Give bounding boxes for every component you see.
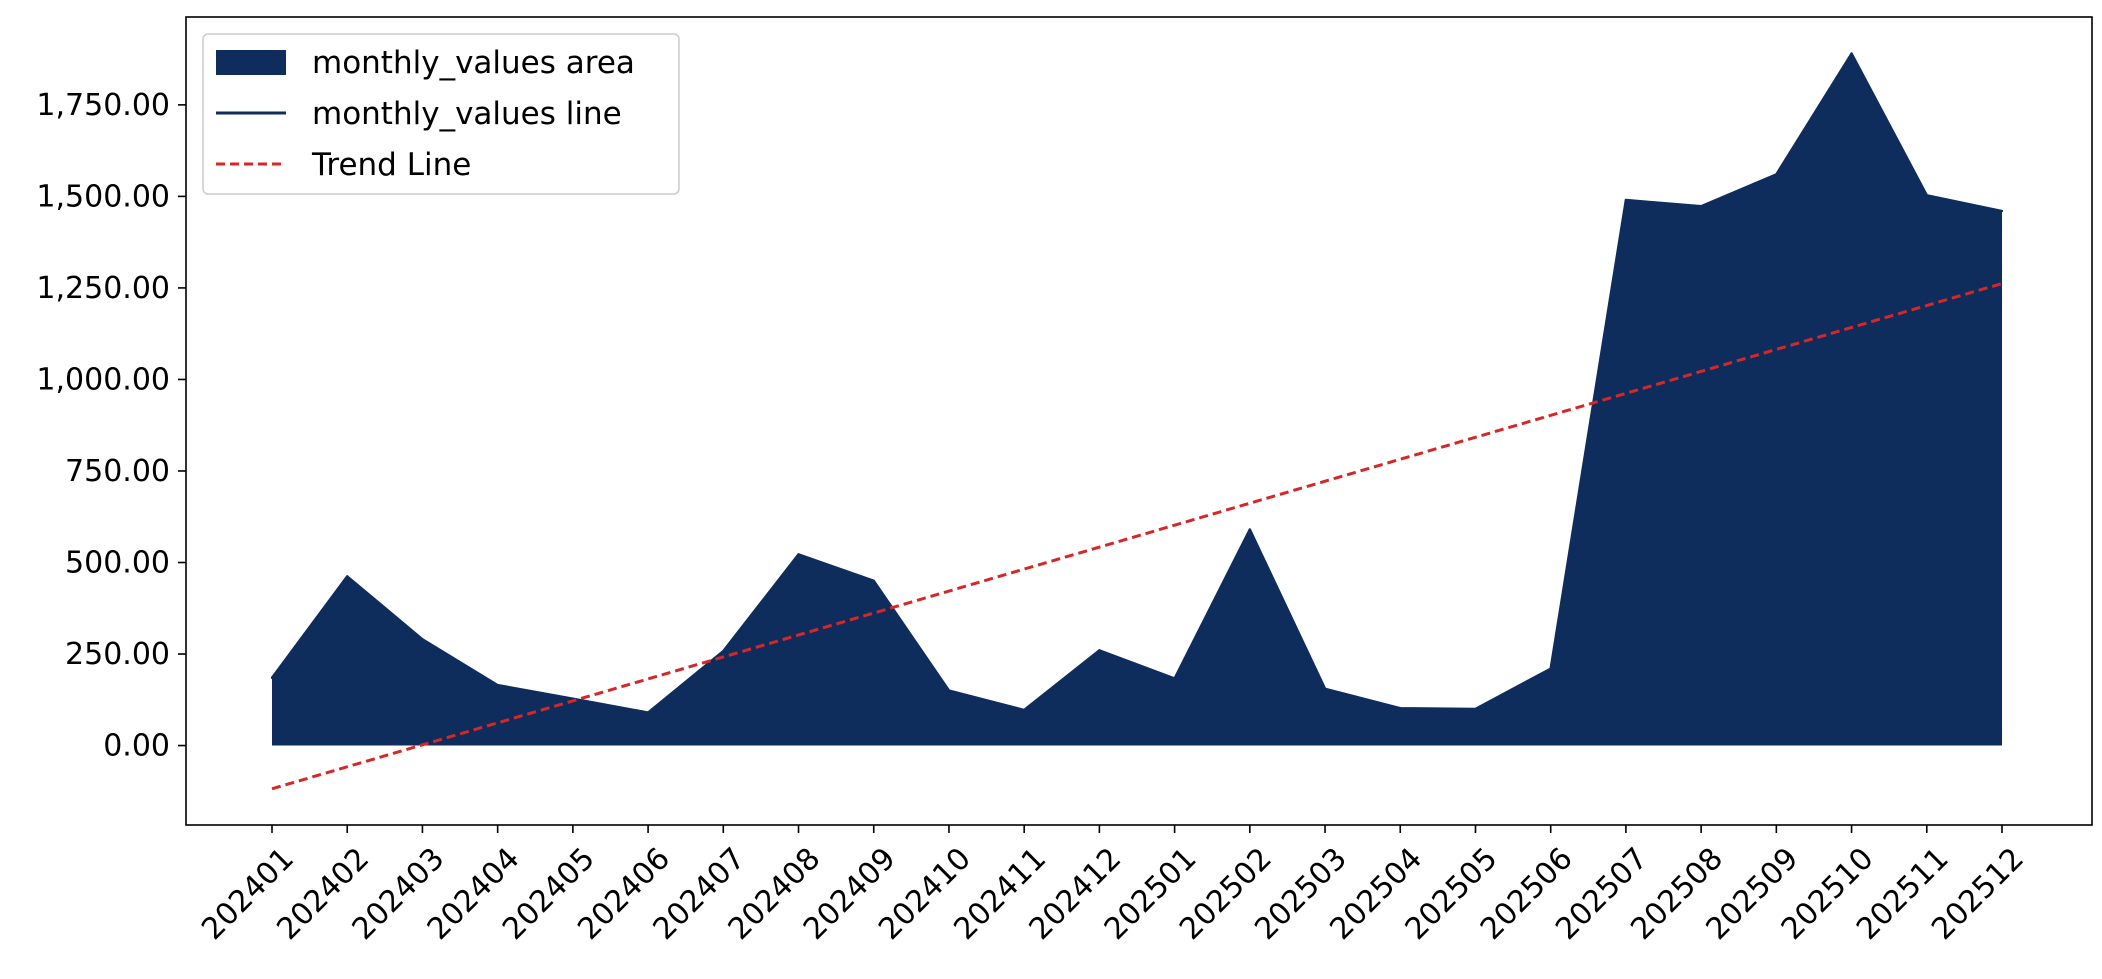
data-point-202411: [1022, 708, 1026, 712]
data-point-202409: [872, 579, 875, 583]
data-point-202501: [1173, 677, 1176, 680]
legend-swatch-area: [216, 50, 286, 75]
data-point-202406: [646, 711, 650, 714]
y-tick-label: 1,250.00: [36, 271, 170, 306]
data-point-202509: [1775, 173, 1778, 176]
y-tick-label: 1,750.00: [36, 88, 170, 123]
y-tick-label: 0.00: [103, 729, 170, 764]
data-point-202410: [947, 689, 951, 692]
data-point-202506: [1549, 667, 1552, 670]
data-point-202508: [1699, 205, 1703, 208]
data-point-202412: [1098, 649, 1101, 652]
legend-box: [202, 33, 680, 195]
legend: monthly_values area monthly_values line Tr…: [202, 33, 680, 195]
data-point-202401: [270, 676, 274, 680]
data-point-202408: [797, 553, 800, 556]
trend-line: [271, 282, 2003, 791]
data-point-202407: [722, 649, 725, 653]
y-tick-label: 500.00: [65, 546, 170, 581]
data-point-202505: [1474, 707, 1477, 711]
data-point-202512: [2000, 209, 2004, 213]
data-point-202504: [1399, 707, 1402, 710]
x-axis: 2024012024022024032024042024052024062024…: [195, 825, 2031, 947]
data-point-202403: [421, 638, 424, 641]
data-point-202511: [1925, 194, 1928, 197]
data-point-202510: [1850, 52, 1853, 55]
legend-label: monthly_values line: [312, 96, 622, 132]
y-tick-label: 1,500.00: [36, 179, 170, 214]
area-fill-monthly-values: [272, 53, 2002, 746]
plot-frame: [185, 16, 2093, 826]
data-point-202502: [1248, 528, 1252, 531]
data-point-202404: [496, 683, 499, 687]
y-tick-label: 1,000.00: [36, 362, 170, 397]
line-monthly-values: [270, 52, 2003, 714]
y-tick-label: 750.00: [65, 454, 170, 489]
y-axis: 0.00 250.00 500.00 750.00 1,000.00 1,250.00 1,…: [36, 88, 186, 764]
legend-label: Trend Line: [311, 147, 471, 183]
legend-label: monthly_values area: [312, 45, 635, 81]
plot-area: [270, 52, 2004, 791]
data-point-202402: [346, 575, 349, 578]
y-tick-label: 250.00: [65, 637, 170, 672]
data-point-202507: [1624, 198, 1628, 202]
data-point-202503: [1323, 687, 1327, 691]
